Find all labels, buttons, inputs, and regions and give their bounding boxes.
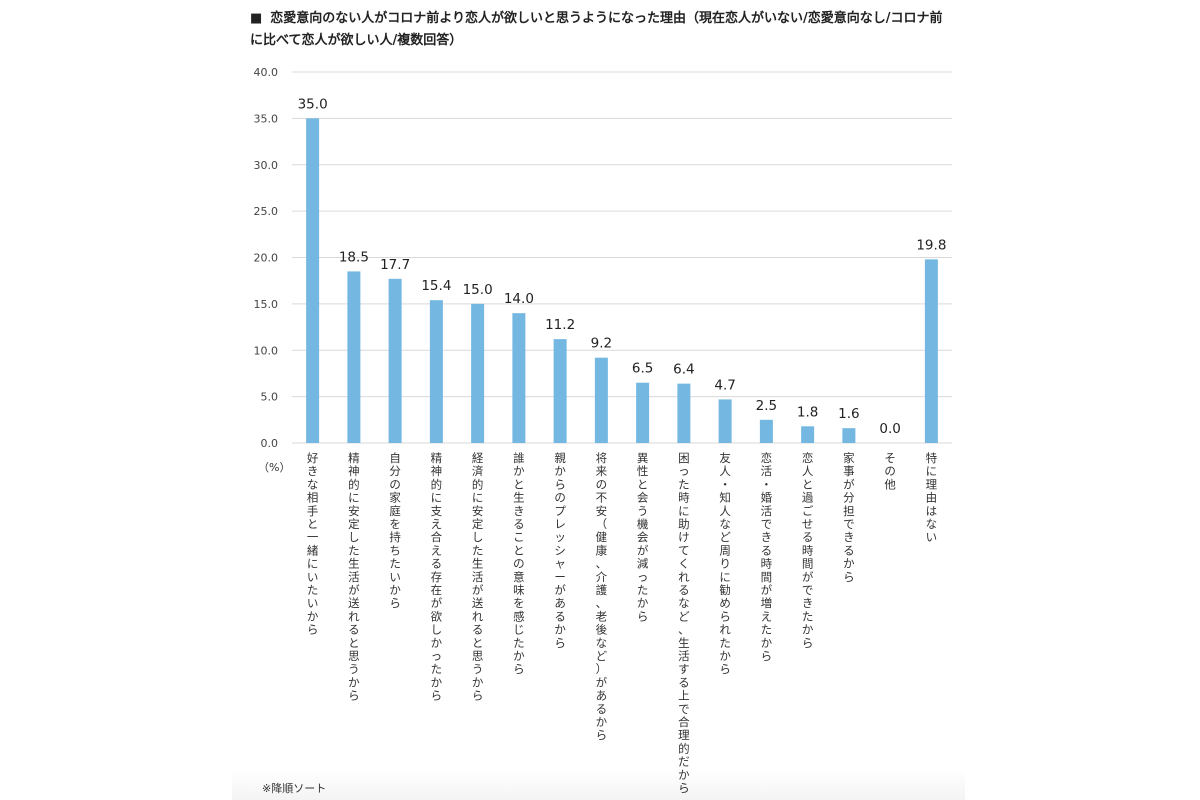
x-category-label: 恋活・婚活できる時間が増えたから bbox=[761, 451, 773, 663]
data-label: 18.5 bbox=[339, 249, 369, 265]
bar bbox=[677, 383, 691, 443]
data-label: 9.2 bbox=[591, 336, 612, 352]
chart-title-line-1: ■ 恋愛意向のない人がコロナ前より恋人が欲しいと思うようになった理由（現在恋人がい… bbox=[250, 8, 965, 30]
bar bbox=[718, 399, 732, 443]
panel-footer-band bbox=[232, 770, 965, 800]
bar bbox=[306, 118, 320, 443]
y-tick-label: 10.0 bbox=[254, 344, 279, 357]
bar bbox=[429, 300, 443, 443]
bar bbox=[512, 313, 526, 443]
data-label: 35.0 bbox=[298, 96, 328, 112]
y-tick-label: 25.0 bbox=[254, 205, 279, 218]
x-category-label: 友人・知人など周りに勧められたから bbox=[719, 451, 731, 676]
bar bbox=[801, 426, 815, 443]
y-tick-label: 40.0 bbox=[254, 66, 279, 79]
gridlines bbox=[292, 71, 952, 444]
y-tick-label: 5.0 bbox=[261, 391, 279, 404]
x-category-label: その他 bbox=[884, 451, 896, 491]
x-category-label: 将来の不安（健康、介護、老後など）があるから bbox=[596, 451, 608, 742]
chart-title-line-2: に比べて恋人が欲しい人/複数回答） bbox=[250, 33, 463, 48]
data-label: 0.0 bbox=[879, 421, 900, 437]
bar bbox=[594, 357, 608, 443]
data-label: 1.8 bbox=[797, 404, 818, 420]
bar bbox=[347, 271, 361, 443]
x-category-label: 精神的に支え合える存在が欲しかったから bbox=[431, 451, 443, 703]
data-label: 2.5 bbox=[756, 398, 777, 414]
data-label: 14.0 bbox=[504, 291, 534, 307]
chart-title-text-1: 恋愛意向のない人がコロナ前より恋人が欲しいと思うようになった理由（現在恋人がいな… bbox=[270, 11, 943, 26]
x-category-label: 精神的に安定した生活が送れると思うから bbox=[348, 451, 360, 703]
data-label: 15.0 bbox=[463, 282, 493, 298]
bar bbox=[471, 303, 485, 443]
data-label: 19.8 bbox=[916, 237, 946, 253]
title-marker: ■ bbox=[250, 11, 263, 26]
data-label: 17.7 bbox=[380, 257, 410, 273]
x-category-label: 特に理由はない bbox=[926, 451, 938, 544]
y-axis-tick-labels: 0.0 5.0 10.0 15.0 20.0 25.0 30.0 35.0 40.0 bbox=[254, 66, 279, 450]
chart-title: ■ 恋愛意向のない人がコロナ前より恋人が欲しいと思うようになった理由（現在恋人がい… bbox=[250, 8, 965, 52]
data-label: 6.4 bbox=[673, 362, 694, 378]
x-category-label: 親からのプレッシャーがあるから bbox=[554, 451, 566, 650]
bar bbox=[388, 278, 402, 443]
y-tick-label: 30.0 bbox=[254, 159, 279, 172]
x-category-label: 経済的に安定した生活が送れると思うから bbox=[472, 451, 484, 703]
bar bbox=[759, 419, 773, 443]
data-label: 6.5 bbox=[632, 361, 653, 377]
y-tick-label: 35.0 bbox=[254, 112, 279, 125]
bars bbox=[306, 118, 938, 443]
bar bbox=[924, 259, 938, 443]
x-category-label: 自分の家庭を持ちたいから bbox=[389, 451, 401, 610]
y-tick-label: 20.0 bbox=[254, 252, 279, 265]
x-category-label: 恋人と過ごせる時間ができたから bbox=[802, 451, 814, 650]
bar bbox=[636, 382, 650, 443]
x-axis-category-labels: 好きな相手と一緒にいたいから 精神的に安定した生活が送れると思うから 自分の家庭を持… bbox=[307, 451, 938, 795]
y-tick-label: 15.0 bbox=[254, 298, 279, 311]
data-label: 15.4 bbox=[421, 278, 451, 294]
y-unit-label: （%） bbox=[258, 461, 290, 474]
data-label: 4.7 bbox=[714, 377, 735, 393]
x-category-label: 誰かと生きることの意味を感じたから bbox=[513, 451, 525, 676]
data-labels: 35.0 18.5 17.7 15.4 15.0 14.0 11.2 9.2 6.5 6.4 4.7… bbox=[298, 96, 947, 437]
bar bbox=[553, 339, 567, 443]
data-label: 1.6 bbox=[838, 406, 859, 422]
data-label: 11.2 bbox=[545, 317, 575, 333]
bar bbox=[842, 428, 856, 443]
sort-note: ※降順ソート bbox=[262, 782, 327, 795]
x-category-label: 家事が分担できるから bbox=[843, 451, 855, 584]
x-category-label: 好きな相手と一緒にいたいから bbox=[307, 451, 319, 637]
y-tick-label: 0.0 bbox=[261, 437, 279, 450]
x-category-label: 困った時に助けてくれるなど、生活する上で合理的だから bbox=[678, 451, 690, 795]
x-category-label: 異性と会う機会が減ったから bbox=[637, 451, 649, 623]
